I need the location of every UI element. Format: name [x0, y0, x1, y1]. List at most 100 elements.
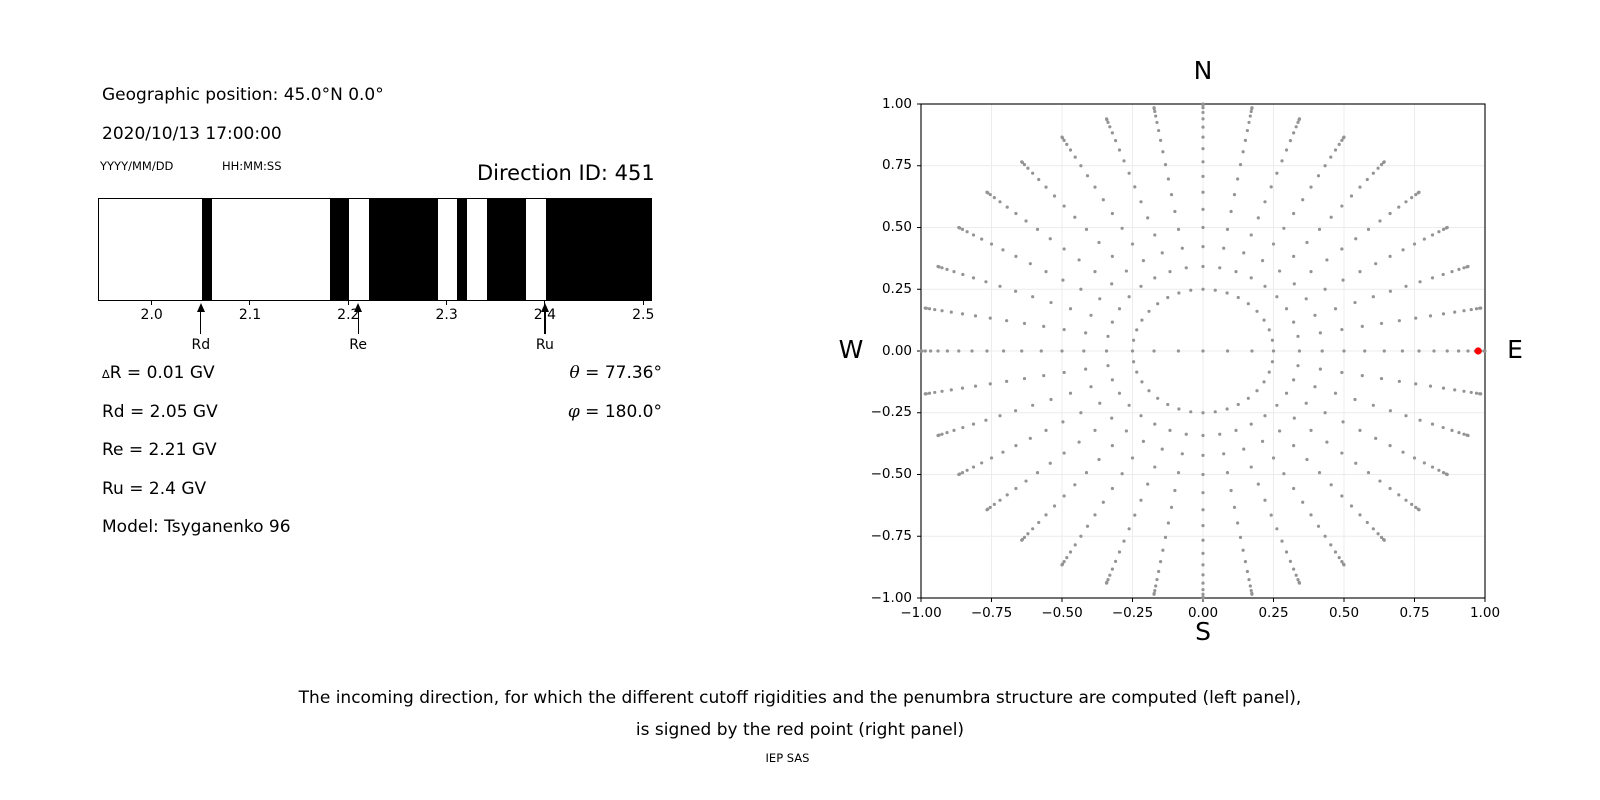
direction-dot: [1044, 270, 1048, 274]
direction-dot: [1269, 185, 1273, 189]
direction-dot: [1201, 190, 1205, 194]
direction-dot: [1441, 471, 1446, 475]
direction-dot: [1166, 295, 1170, 300]
direction-dot: [1342, 135, 1346, 139]
direction-dot: [1155, 577, 1159, 582]
direction-dot: [1333, 148, 1338, 152]
direction-dot: [1065, 142, 1069, 146]
direction-dot: [1342, 349, 1346, 353]
direction-dot: [1201, 125, 1205, 129]
direction-dot: [1127, 527, 1131, 531]
direction-dot: [1340, 204, 1344, 208]
compass-label-west: W: [838, 335, 864, 364]
direction-dot: [1028, 262, 1032, 266]
direction-dot: [1414, 505, 1418, 509]
direction-dot: [1108, 573, 1112, 577]
direction-dot: [1201, 411, 1205, 415]
direction-dot: [1062, 327, 1066, 332]
direction-dot: [1341, 420, 1345, 424]
direction-dot: [1166, 402, 1170, 407]
direction-dot: [1313, 385, 1317, 389]
direction-dot: [1110, 131, 1114, 135]
direction-dot: [1379, 376, 1384, 381]
direction-dot: [1005, 205, 1009, 209]
direction-dot: [1060, 135, 1064, 139]
direction-dot: [1106, 334, 1110, 338]
direction-dot: [1184, 266, 1188, 270]
direction-dot: [1147, 309, 1151, 313]
direction-dot: [1234, 270, 1238, 274]
direction-dot: [1225, 471, 1230, 475]
direction-dot: [1422, 461, 1426, 465]
direction-dot: [1049, 300, 1053, 305]
direction-dot: [1278, 269, 1282, 273]
direction-dot: [1073, 215, 1077, 219]
direction-dot: [1117, 148, 1122, 152]
direction-dot: [1323, 287, 1327, 291]
direction-dot: [1296, 577, 1300, 582]
direction-dot: [1225, 291, 1229, 295]
direction-dot: [1469, 307, 1473, 312]
param-ru: Ru = 2.4 GV: [102, 478, 207, 499]
direction-dot: [952, 428, 956, 432]
direction-dot: [1323, 164, 1327, 168]
direction-dot: [1404, 284, 1408, 288]
direction-dot: [1106, 577, 1110, 582]
direction-dot: [1418, 280, 1422, 284]
direction-dot: [1130, 456, 1135, 460]
direction-dot: [1048, 237, 1052, 241]
direction-dot: [985, 508, 989, 512]
direction-dot: [1316, 524, 1321, 528]
direction-dot: [1297, 581, 1302, 585]
direction-dot: [1263, 284, 1267, 288]
direction-dot: [1292, 131, 1296, 135]
direction-dot: [1333, 550, 1338, 554]
direction-dot: [1048, 461, 1052, 465]
direction-dot: [1354, 237, 1358, 241]
direction-dot: [1400, 349, 1404, 353]
time-format-hint: HH:MM:SS: [222, 159, 282, 173]
direction-dot: [1039, 349, 1043, 353]
direction-dot: [1371, 171, 1375, 175]
direction-dot: [1422, 237, 1426, 241]
direction-dot: [1189, 410, 1193, 414]
penumbra-x-tick-label: 2.0: [140, 307, 163, 323]
direction-dot: [1243, 560, 1248, 564]
direction-dot: [1358, 185, 1362, 189]
direction-dot: [1225, 407, 1229, 411]
direction-dot: [973, 314, 978, 318]
direction-dot: [1320, 349, 1324, 353]
direction-dot: [1089, 385, 1093, 389]
direction-dot: [1110, 211, 1114, 216]
direction-dot: [1201, 581, 1205, 585]
direction-dot: [1284, 148, 1289, 152]
direction-dot: [1371, 527, 1375, 531]
direction-dot: [1340, 138, 1344, 142]
direction-dot: [1201, 573, 1205, 577]
direction-dot: [1117, 307, 1122, 311]
direction-dot: [1333, 307, 1338, 311]
direction-dot: [936, 349, 940, 353]
direction-dot: [1329, 543, 1333, 547]
direction-dot: [998, 200, 1002, 204]
direction-dot: [1180, 452, 1184, 456]
direction-dot: [1127, 403, 1131, 407]
direction-dot: [927, 307, 932, 311]
direction-dot: [1022, 321, 1027, 326]
direction-dot: [1236, 295, 1240, 300]
direction-dot: [1341, 278, 1345, 282]
direction-dot: [1305, 240, 1309, 245]
direction-dot: [1031, 403, 1035, 407]
direction-dot: [1236, 177, 1240, 181]
direction-x-tick-label: −1.00: [900, 605, 942, 621]
direction-dot: [1441, 386, 1446, 390]
direction-dot: [1130, 242, 1135, 246]
direction-dot: [936, 264, 940, 269]
direction-dot: [1417, 349, 1421, 353]
direction-dot: [1430, 465, 1435, 469]
direction-dot: [929, 349, 933, 353]
direction-dot: [1457, 431, 1461, 435]
direction-dot: [1157, 128, 1161, 133]
direction-dot: [1269, 513, 1273, 517]
direction-dot: [1037, 520, 1041, 525]
